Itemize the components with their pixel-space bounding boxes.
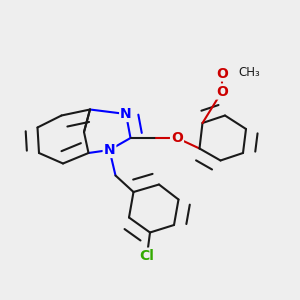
Text: N: N: [120, 107, 132, 121]
Text: O: O: [216, 85, 228, 98]
Text: O: O: [171, 131, 183, 145]
Text: Cl: Cl: [140, 249, 154, 262]
Text: CH₃: CH₃: [238, 65, 260, 79]
Text: O: O: [216, 67, 228, 80]
Text: N: N: [104, 143, 115, 157]
